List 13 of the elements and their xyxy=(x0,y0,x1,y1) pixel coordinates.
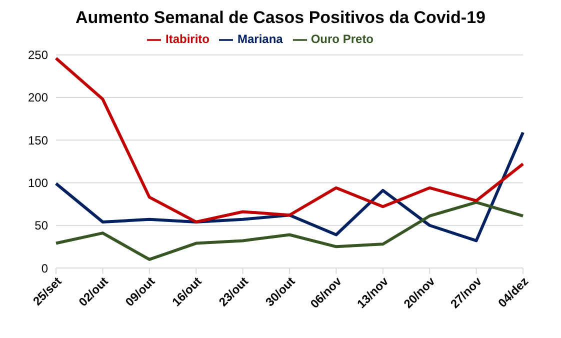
line-series xyxy=(54,200,524,261)
legend-label: Mariana xyxy=(237,32,283,46)
y-tick-label: 0 xyxy=(41,261,48,276)
y-tick-label: 50 xyxy=(34,218,48,233)
y-tick-label: 250 xyxy=(28,48,48,62)
line-series xyxy=(54,130,524,242)
line-series xyxy=(54,56,524,224)
legend-label: Itabirito xyxy=(165,32,210,46)
chart-title: Aumento Semanal de Casos Positivos da Covid-19 xyxy=(74,8,486,28)
legend-label: Ouro Preto xyxy=(310,32,374,46)
y-tick-label: 200 xyxy=(28,90,48,105)
y-tick-label: 100 xyxy=(28,176,48,190)
y-tick-label: 150 xyxy=(28,133,48,148)
